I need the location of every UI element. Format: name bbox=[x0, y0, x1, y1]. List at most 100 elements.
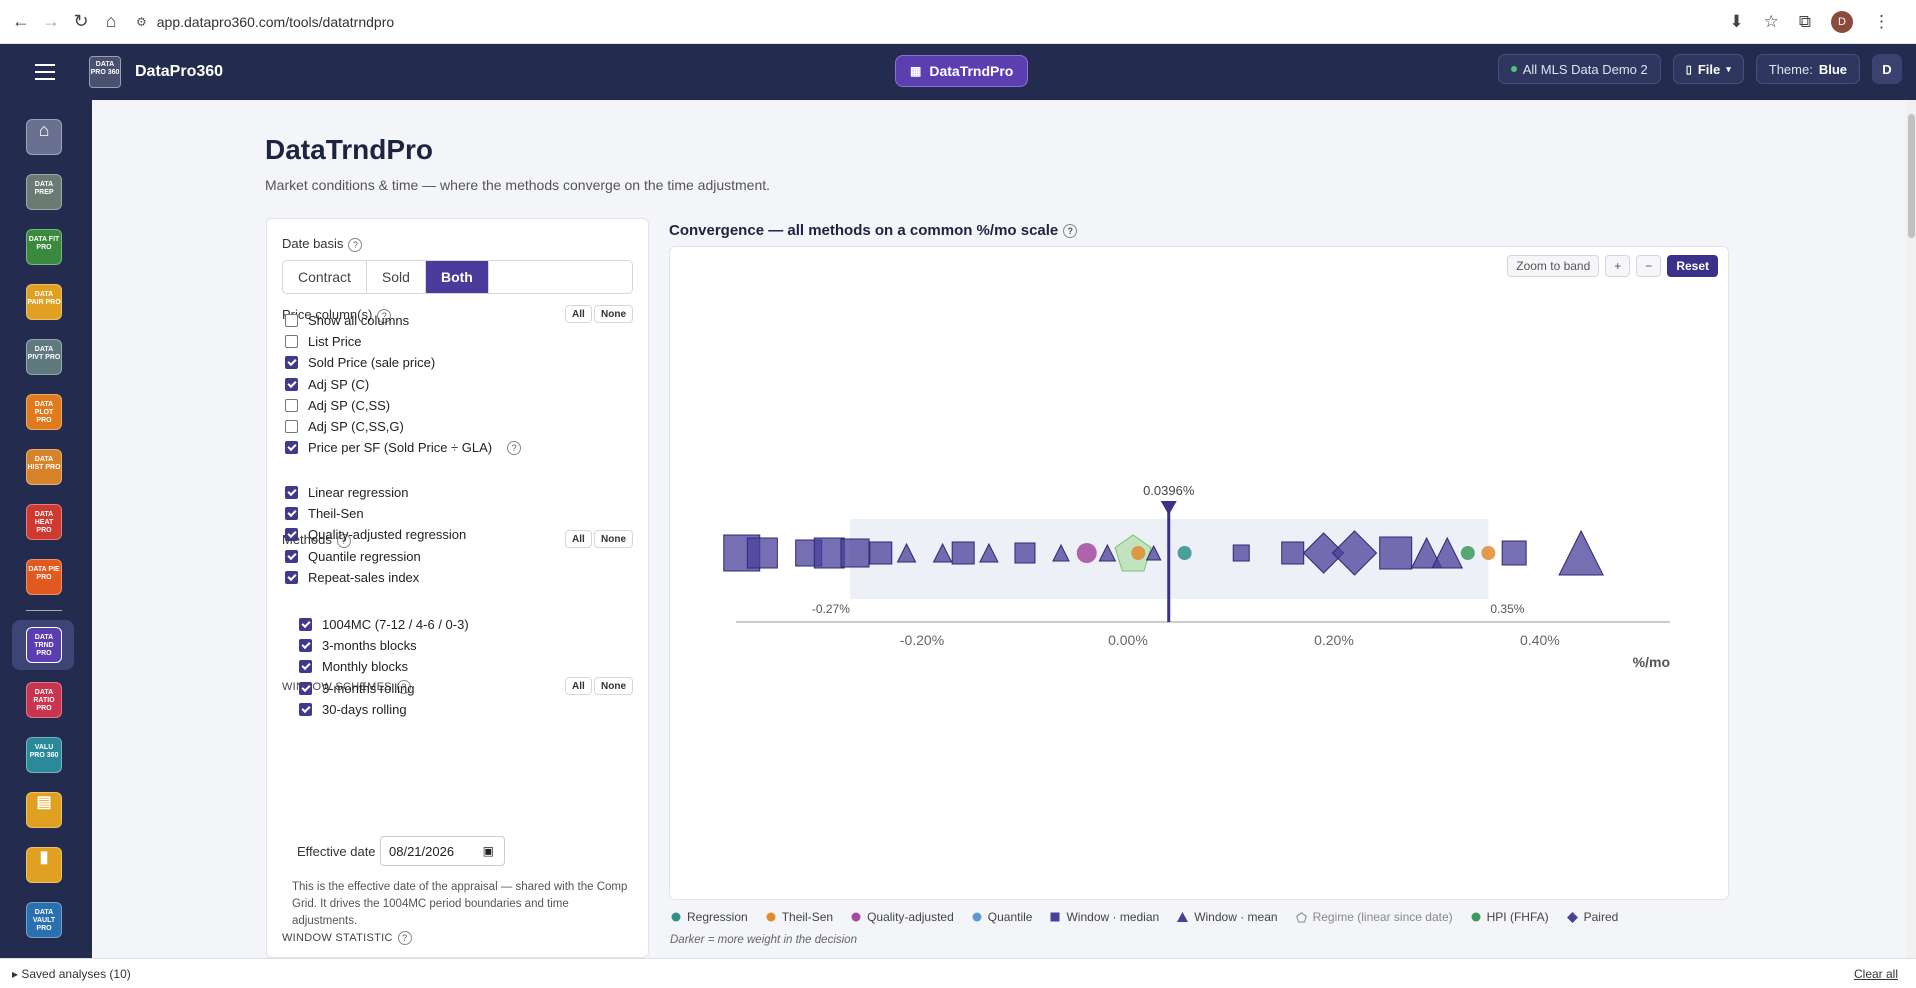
price-column-checkbox-row[interactable]: Sold Price (sale price) bbox=[285, 355, 435, 370]
back-icon[interactable]: ← bbox=[12, 11, 30, 31]
price-column-checkbox-row[interactable]: Adj SP (C,SS,G) bbox=[285, 419, 404, 434]
date-basis-sold[interactable]: Sold bbox=[367, 261, 426, 293]
help-icon[interactable]: ? bbox=[507, 440, 522, 455]
reload-icon[interactable]: ↻ bbox=[73, 11, 89, 31]
window-scheme-checkbox[interactable] bbox=[299, 639, 312, 653]
extensions-icon[interactable]: ⧉ bbox=[1798, 11, 1811, 31]
effective-date-input[interactable]: 08/21/2026 ▣ bbox=[380, 836, 505, 866]
legend-item[interactable]: Paired bbox=[1566, 910, 1618, 924]
zoom-to-band-button[interactable]: Zoom to band bbox=[1507, 255, 1600, 277]
bookmark-star-icon[interactable]: ☆ bbox=[1763, 11, 1779, 31]
method-checkbox-row[interactable]: Quantile regression bbox=[285, 549, 421, 564]
legend-item[interactable]: Theil-Sen bbox=[766, 910, 833, 924]
sidebar-item-datatrndpro[interactable]: DATA TRND PRO bbox=[26, 627, 62, 663]
price-column-checkbox[interactable] bbox=[285, 335, 298, 349]
windows-all-button[interactable]: All bbox=[565, 677, 592, 695]
sidebar-item-datafitpro[interactable]: DATA FIT PRO bbox=[26, 229, 62, 265]
sidebar-item-datavaultpro[interactable]: DATA VAULT PRO bbox=[26, 902, 62, 938]
help-icon[interactable]: ? bbox=[377, 308, 392, 323]
price-column-checkbox[interactable] bbox=[285, 377, 298, 391]
price-none-button[interactable]: None bbox=[594, 305, 633, 323]
file-menu-button[interactable]: ▯ File ▾ bbox=[1672, 54, 1744, 84]
methods-none-button[interactable]: None bbox=[594, 530, 633, 548]
scrollbar-thumb[interactable] bbox=[1908, 114, 1915, 238]
sidebar-item-report-tool[interactable]: ▮ bbox=[26, 847, 62, 883]
window-scheme-checkbox-row[interactable]: Monthly blocks bbox=[299, 659, 408, 674]
price-all-button[interactable]: All bbox=[565, 305, 592, 323]
windows-none-button[interactable]: None bbox=[594, 677, 633, 695]
site-info-icon[interactable]: ⚙ bbox=[136, 14, 147, 29]
methods-all-button[interactable]: All bbox=[565, 530, 592, 548]
install-icon[interactable]: ⬇ bbox=[1729, 11, 1744, 31]
sidebar-item-dataheatpro[interactable]: DATA HEAT PRO bbox=[26, 504, 62, 540]
sidebar-item-datapiepro[interactable]: DATA PIE PRO bbox=[26, 559, 62, 595]
help-icon[interactable]: ? bbox=[396, 680, 411, 694]
zoom-out-button[interactable]: − bbox=[1636, 255, 1662, 277]
address-bar[interactable]: ⚙ app.datapro360.com/tools/datatrndpro bbox=[136, 14, 1729, 30]
sidebar-item-grid-tool[interactable]: ▤ bbox=[26, 792, 62, 828]
date-basis-both[interactable]: Both bbox=[425, 261, 489, 293]
window-scheme-checkbox-row[interactable]: 3-months blocks bbox=[299, 638, 417, 653]
window-scheme-checkbox[interactable] bbox=[299, 618, 312, 631]
legend-item[interactable]: Quantile bbox=[972, 910, 1032, 924]
url-text[interactable]: app.datapro360.com/tools/datatrndpro bbox=[156, 13, 395, 30]
legend-item[interactable]: Window · median bbox=[1050, 910, 1159, 924]
menu-hamburger-icon[interactable] bbox=[25, 52, 65, 92]
legend-item[interactable]: Regression bbox=[671, 910, 748, 924]
window-scheme-checkbox-row[interactable]: 3-months rolling bbox=[299, 681, 415, 696]
method-checkbox-row[interactable]: Quality-adjusted regression bbox=[285, 527, 466, 542]
user-avatar[interactable]: D bbox=[1872, 54, 1902, 84]
help-icon[interactable]: ? bbox=[348, 237, 363, 252]
method-checkbox-row[interactable]: Linear regression bbox=[285, 485, 408, 500]
sidebar-item-dataplotpro[interactable]: DATA PLOT PRO bbox=[26, 394, 62, 430]
legend-item[interactable]: Window · mean bbox=[1177, 910, 1278, 924]
zoom-in-button[interactable]: + bbox=[1605, 255, 1631, 277]
window-scheme-checkbox-row[interactable]: 1004MC (7-12 / 4-6 / 0-3) bbox=[299, 617, 469, 632]
method-checkbox[interactable] bbox=[285, 507, 298, 521]
legend-item[interactable]: Quality-adjusted bbox=[851, 910, 954, 924]
legend-item[interactable]: Regime (linear since date) bbox=[1295, 910, 1453, 924]
clear-all-link[interactable]: Clear all bbox=[1853, 966, 1898, 981]
price-column-checkbox-row[interactable]: Price per SF (Sold Price ÷ GLA)? bbox=[285, 440, 522, 455]
window-scheme-checkbox-row[interactable]: 30-days rolling bbox=[299, 702, 407, 717]
window-scheme-checkbox[interactable] bbox=[299, 660, 312, 674]
date-basis-contract[interactable]: Contract bbox=[283, 261, 367, 293]
sidebar-item-dataratiopro[interactable]: DATA RATIO PRO bbox=[26, 682, 62, 718]
sidebar-item-valupro360[interactable]: VALU PRO 360 bbox=[26, 737, 62, 773]
method-checkbox-row[interactable]: Theil-Sen bbox=[285, 506, 364, 521]
price-column-checkbox-row[interactable]: Adj SP (C,SS) bbox=[285, 398, 390, 413]
method-checkbox[interactable] bbox=[285, 549, 298, 563]
sidebar-item-datapivtpro[interactable]: DATA PIVT PRO bbox=[26, 339, 62, 375]
forward-icon[interactable]: → bbox=[42, 11, 60, 31]
help-icon[interactable]: ? bbox=[397, 931, 412, 945]
method-checkbox[interactable] bbox=[285, 528, 298, 542]
price-column-checkbox[interactable] bbox=[285, 356, 298, 370]
price-column-checkbox[interactable] bbox=[285, 420, 298, 433]
price-column-checkbox-row[interactable]: Adj SP (C) bbox=[285, 377, 369, 392]
price-column-checkbox[interactable] bbox=[285, 314, 298, 327]
sidebar-home-icon[interactable]: ⌂ bbox=[26, 119, 62, 155]
method-checkbox[interactable] bbox=[285, 486, 298, 499]
calendar-icon[interactable]: ▣ bbox=[482, 844, 494, 858]
price-column-checkbox[interactable] bbox=[285, 398, 298, 412]
dataset-selector[interactable]: All MLS Data Demo 2 bbox=[1497, 54, 1661, 84]
home-icon[interactable]: ⌂ bbox=[105, 11, 117, 31]
help-icon[interactable]: ? bbox=[336, 533, 351, 548]
window-scheme-checkbox[interactable] bbox=[299, 681, 312, 695]
page-scrollbar[interactable] bbox=[1906, 100, 1916, 958]
browser-profile-avatar[interactable]: D bbox=[1831, 10, 1853, 33]
help-icon[interactable]: ? bbox=[1063, 224, 1078, 239]
reset-button[interactable]: Reset bbox=[1667, 255, 1718, 277]
legend-item[interactable]: HPI (FHFA) bbox=[1471, 910, 1549, 924]
current-app-pill[interactable]: ▦ DataTrndPro bbox=[895, 55, 1029, 87]
saved-analyses-toggle[interactable]: ▸ Saved analyses (10) bbox=[12, 966, 131, 981]
browser-menu-icon[interactable]: ⋮ bbox=[1873, 11, 1890, 31]
convergence-chart[interactable]: -0.27% 0.35% -0.20% 0.00% 0.20% 0.40% %/mo 0.03… bbox=[670, 247, 1730, 901]
method-checkbox-row[interactable]: Repeat-sales index bbox=[285, 570, 419, 585]
theme-selector[interactable]: Theme: Blue bbox=[1755, 54, 1860, 84]
price-column-checkbox[interactable] bbox=[285, 441, 298, 455]
sidebar-item-datapairpro[interactable]: DATA PAIR PRO bbox=[26, 284, 62, 320]
sidebar-item-datahistpro[interactable]: DATA HIST PRO bbox=[26, 449, 62, 485]
price-column-checkbox-row[interactable]: Show all columns bbox=[285, 313, 409, 328]
price-column-checkbox-row[interactable]: List Price bbox=[285, 334, 361, 349]
